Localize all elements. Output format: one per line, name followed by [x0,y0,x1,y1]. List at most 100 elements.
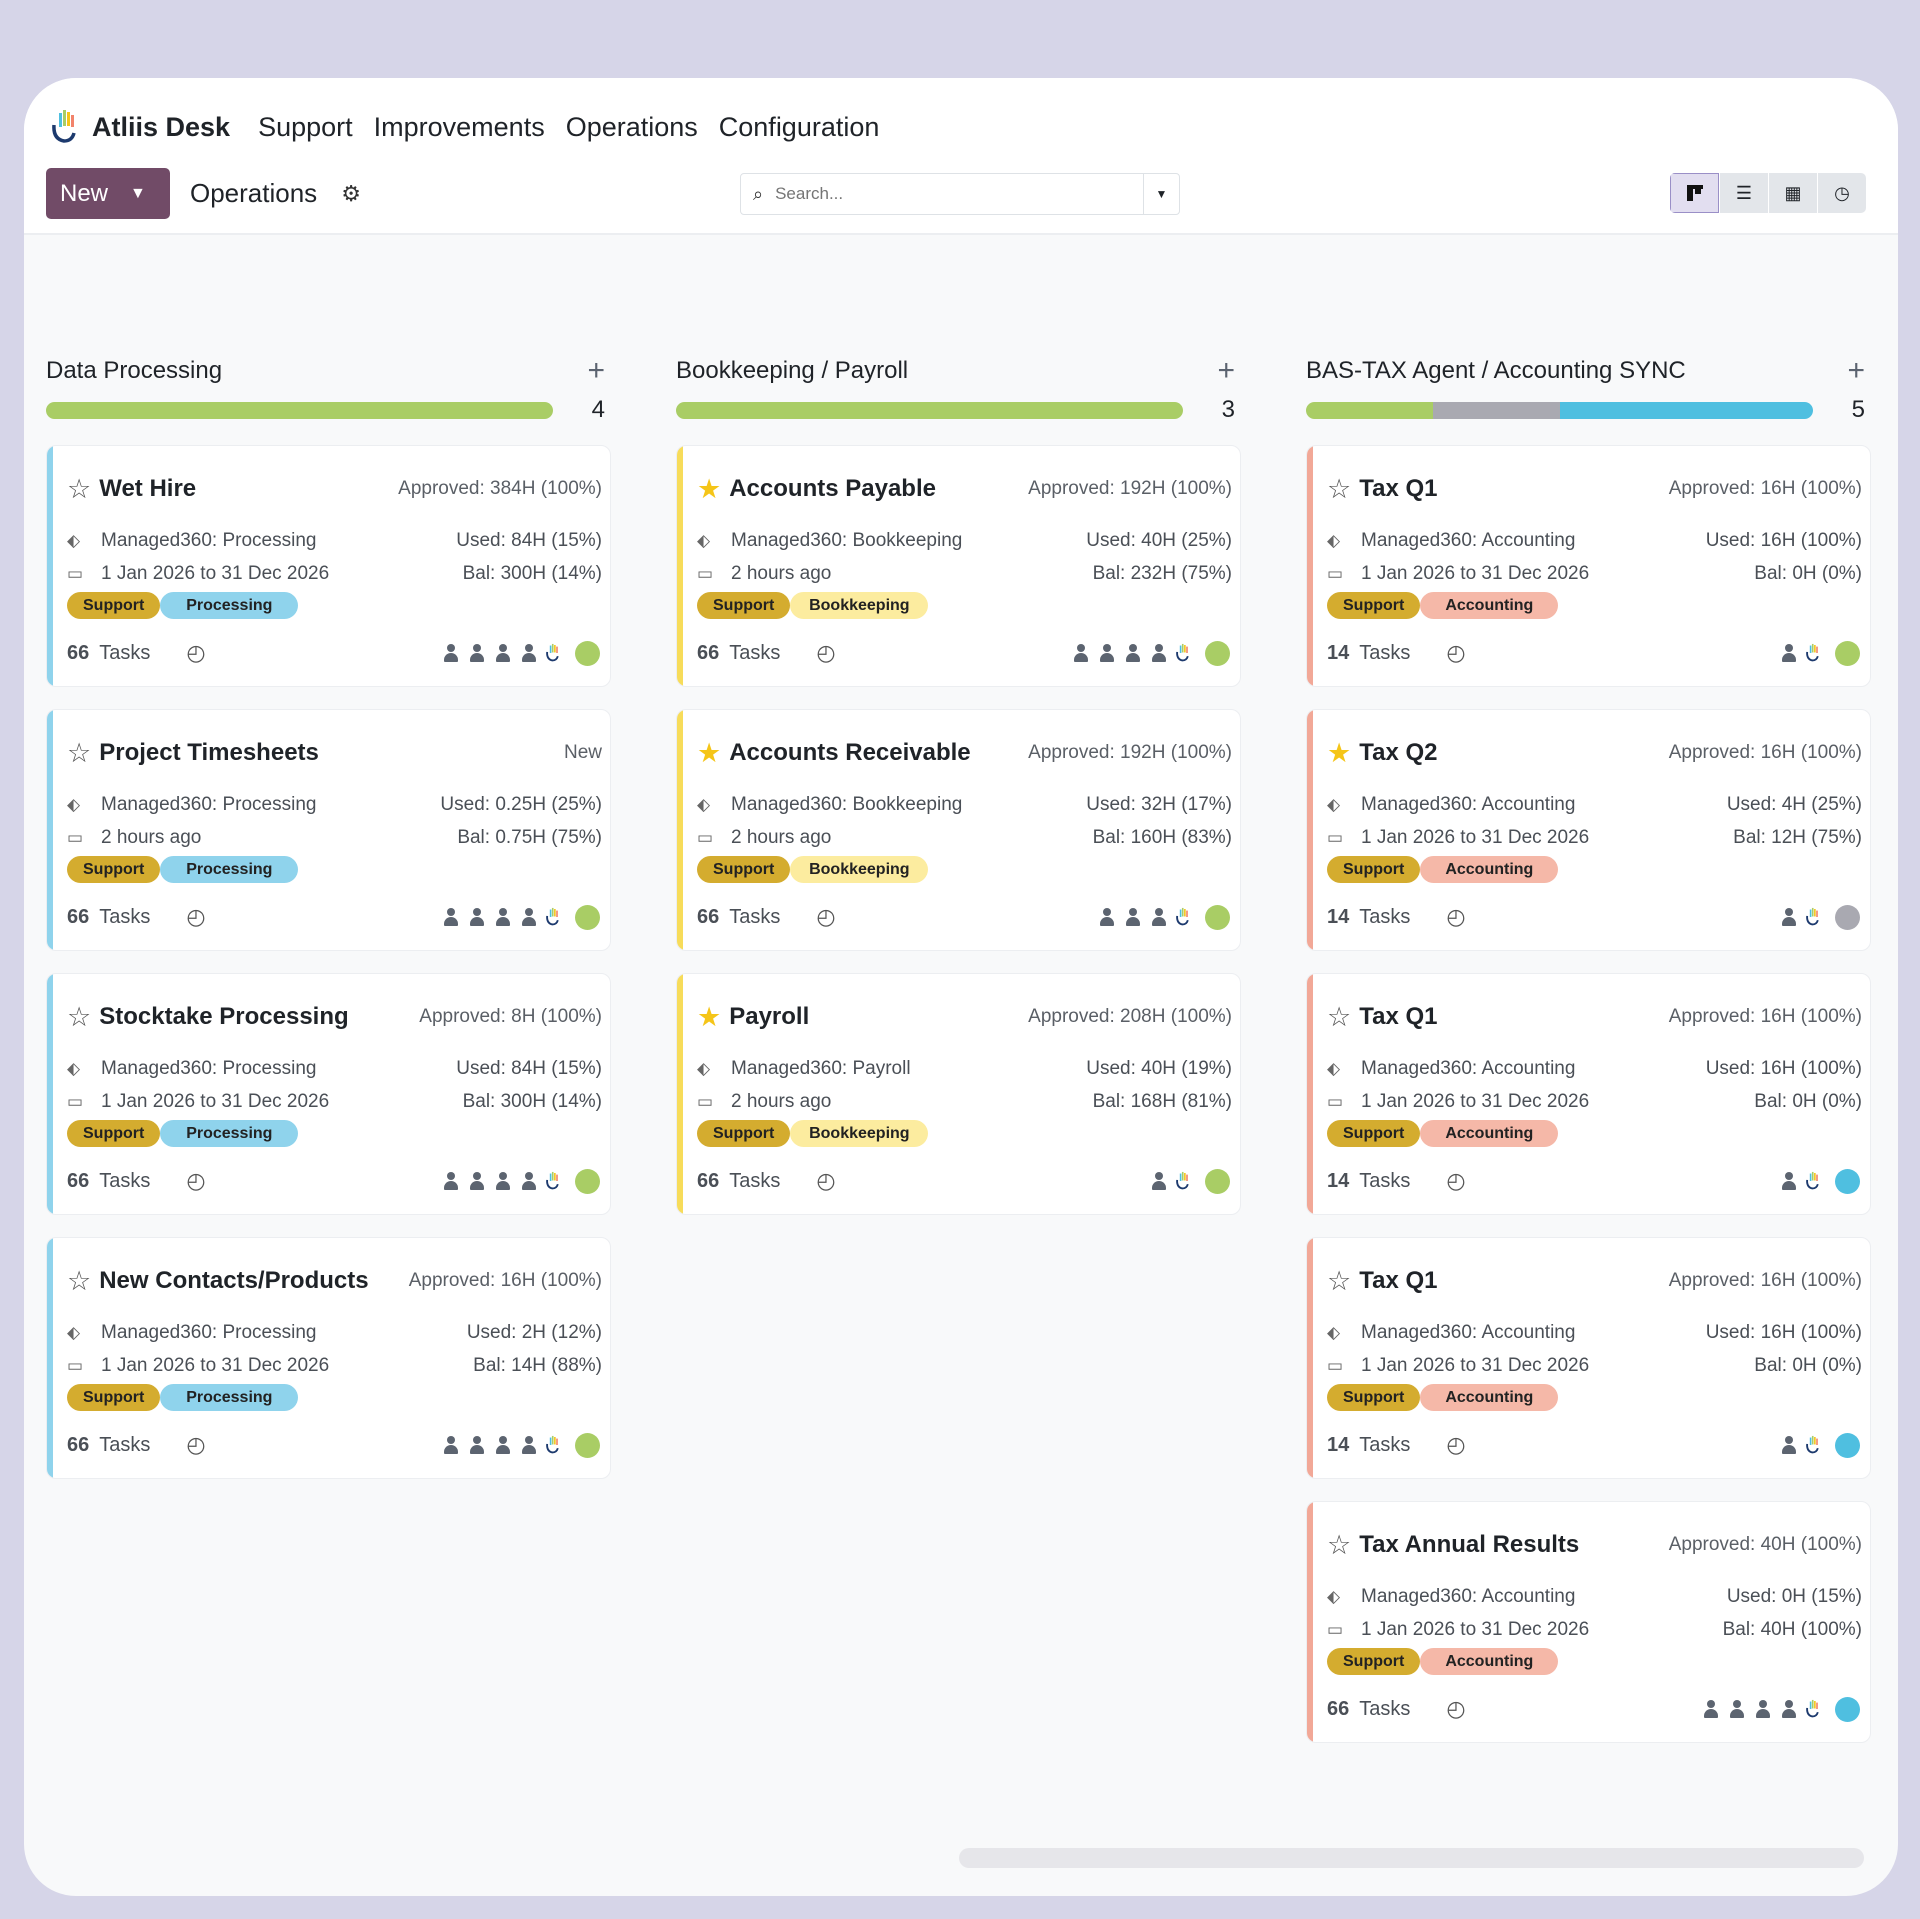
member-avatar-icon[interactable] [467,1171,487,1191]
member-avatar-icon[interactable] [1097,643,1117,663]
member-avatar-icon[interactable] [1779,1435,1799,1455]
member-avatar-icon[interactable] [1149,907,1169,927]
activity-clock-icon[interactable]: ◴ [186,1168,206,1193]
project-card[interactable]: ☆ Tax Annual Results Approved: 40H (100%… [1306,1501,1871,1743]
task-count[interactable]: 66 [67,1433,90,1456]
member-avatar-icon[interactable] [519,907,539,927]
member-avatar-icon[interactable] [493,907,513,927]
search-options-dropdown-icon[interactable]: ▼ [1143,174,1179,214]
member-avatar-icon[interactable] [1753,1699,1773,1719]
activity-clock-icon[interactable]: ◴ [816,904,836,929]
member-avatar-icon[interactable] [1779,907,1799,927]
nav-operations[interactable]: Operations [565,111,698,142]
task-count[interactable]: 66 [697,905,720,928]
task-count[interactable]: 66 [1327,1697,1350,1720]
status-dot[interactable] [1205,1168,1230,1194]
tasks-label[interactable]: Tasks [1359,1433,1411,1456]
member-avatar-icon[interactable] [519,1171,539,1191]
activity-view-button[interactable]: ◷ [1817,173,1866,213]
task-count[interactable]: 14 [1327,641,1350,664]
task-count[interactable]: 14 [1327,1169,1350,1192]
project-card[interactable]: ☆ Tax Q1 Approved: 16H (100%) ⬖ Managed36… [1306,445,1871,687]
project-card[interactable]: ☆ Wet Hire Approved: 384H (100%) ⬖ Manage… [46,445,611,687]
tasks-label[interactable]: Tasks [99,1433,151,1456]
task-count[interactable]: 66 [697,641,720,664]
star-outline-icon[interactable]: ☆ [1327,473,1352,504]
status-dot[interactable] [575,904,600,930]
column-title[interactable]: BAS-TAX Agent / Accounting SYNC [1306,357,1686,384]
activity-clock-icon[interactable]: ◴ [816,1168,836,1193]
star-filled-icon[interactable]: ★ [697,737,722,768]
tasks-label[interactable]: Tasks [99,641,151,664]
status-dot[interactable] [1835,640,1860,666]
star-outline-icon[interactable]: ☆ [1327,1529,1352,1560]
calendar-view-button[interactable]: ▦ [1768,173,1817,213]
list-view-button[interactable]: ☰ [1719,173,1768,213]
new-button[interactable]: New ▼ [46,168,170,219]
member-avatar-icon[interactable] [1149,643,1169,663]
task-count[interactable]: 66 [67,641,90,664]
member-avatar-icon[interactable] [519,1435,539,1455]
member-avatar-icon[interactable] [1097,907,1117,927]
progress-segment[interactable] [46,401,553,419]
star-outline-icon[interactable]: ☆ [67,1265,92,1296]
project-card[interactable]: ☆ Tax Q1 Approved: 16H (100%) ⬖ Managed36… [1306,973,1871,1215]
app-logo-icon[interactable] [50,109,80,145]
tasks-label[interactable]: Tasks [1359,1169,1411,1192]
member-avatar-icon[interactable] [1071,643,1091,663]
member-avatar-icon[interactable] [1149,1171,1169,1191]
project-card[interactable]: ★ Accounts Payable Approved: 192H (100%)… [676,445,1241,687]
nav-support[interactable]: Support [258,111,353,142]
member-avatar-icon[interactable] [1701,1699,1721,1719]
star-filled-icon[interactable]: ★ [1327,737,1352,768]
activity-clock-icon[interactable]: ◴ [186,904,206,929]
member-avatar-icon[interactable] [1779,1699,1799,1719]
tasks-label[interactable]: Tasks [729,905,781,928]
activity-clock-icon[interactable]: ◴ [186,640,206,665]
star-outline-icon[interactable]: ☆ [67,473,92,504]
project-card[interactable]: ★ Accounts Receivable Approved: 192H (10… [676,709,1241,951]
status-dot[interactable] [575,1432,600,1458]
column-title[interactable]: Bookkeeping / Payroll [676,357,909,384]
member-avatar-icon[interactable] [467,1435,487,1455]
nav-improvements[interactable]: Improvements [373,111,545,142]
progress-segment[interactable] [1306,401,1433,419]
member-avatar-icon[interactable] [441,643,461,663]
star-filled-icon[interactable]: ★ [697,473,722,504]
task-count[interactable]: 66 [67,905,90,928]
member-avatar-icon[interactable] [493,643,513,663]
member-avatar-icon[interactable] [493,1171,513,1191]
star-outline-icon[interactable]: ☆ [67,737,92,768]
member-avatar-icon[interactable] [1123,643,1143,663]
activity-clock-icon[interactable]: ◴ [1446,1432,1466,1457]
member-avatar-icon[interactable] [1779,1171,1799,1191]
member-avatar-icon[interactable] [441,1435,461,1455]
progress-segment[interactable] [1432,401,1560,419]
app-name[interactable]: Atliis Desk [92,111,231,142]
project-card[interactable]: ★ Tax Q2 Approved: 16H (100%) ⬖ Managed36… [1306,709,1871,951]
progress-segment[interactable] [676,401,1183,419]
activity-clock-icon[interactable]: ◴ [1446,1168,1466,1193]
activity-clock-icon[interactable]: ◴ [186,1432,206,1457]
member-avatar-icon[interactable] [1727,1699,1747,1719]
member-avatar-icon[interactable] [467,643,487,663]
tasks-label[interactable]: Tasks [1359,1697,1411,1720]
status-dot[interactable] [575,640,600,666]
task-count[interactable]: 66 [697,1169,720,1192]
status-dot[interactable] [1835,1168,1860,1194]
project-card[interactable]: ☆ Tax Q1 Approved: 16H (100%) ⬖ Managed36… [1306,1237,1871,1479]
member-avatar-icon[interactable] [441,907,461,927]
activity-clock-icon[interactable]: ◴ [1446,640,1466,665]
member-avatar-icon[interactable] [467,907,487,927]
tasks-label[interactable]: Tasks [99,905,151,928]
status-dot[interactable] [1835,1432,1860,1458]
progress-segment[interactable] [1559,401,1813,419]
project-card[interactable]: ☆ New Contacts/Products Approved: 16H (1… [46,1237,611,1479]
add-card-icon[interactable]: + [1217,354,1235,387]
tasks-label[interactable]: Tasks [1359,905,1411,928]
column-title[interactable]: Data Processing [46,357,223,384]
project-card[interactable]: ☆ Project Timesheets New ⬖ Managed360: Pr… [46,709,611,951]
project-card[interactable]: ★ Payroll Approved: 208H (100%) ⬖ Managed… [676,973,1241,1215]
kanban-view-button[interactable] [1670,173,1719,213]
star-outline-icon[interactable]: ☆ [67,1001,92,1032]
